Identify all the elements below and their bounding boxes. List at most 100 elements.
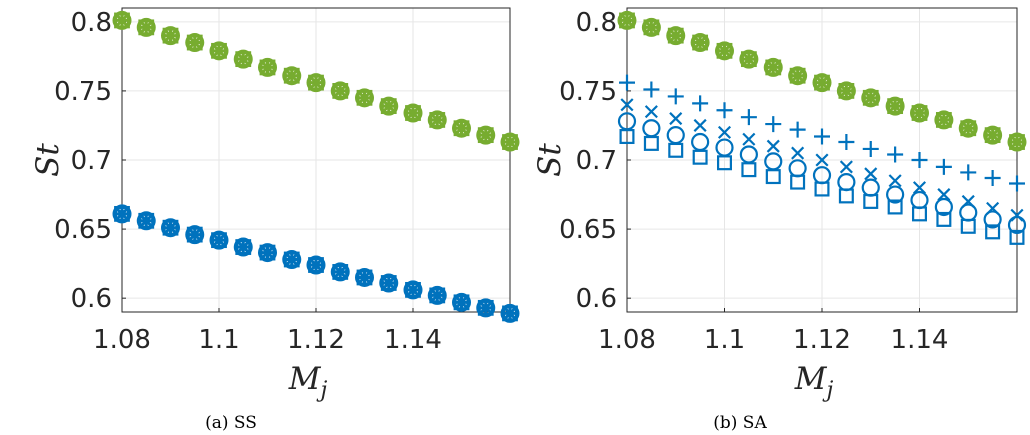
marker-circle [161, 218, 180, 238]
data-point [258, 243, 277, 263]
x-tick-label: 1.14 [384, 325, 442, 355]
marker-plus [643, 81, 660, 98]
panel-caption: (a) SS [205, 413, 257, 433]
marker-cross [669, 112, 683, 126]
y-tick-label: 0.8 [71, 8, 112, 38]
y-tick-label: 0.7 [576, 146, 617, 176]
marker-square [838, 188, 854, 204]
marker-square [162, 219, 179, 236]
marker-square [380, 98, 397, 115]
data-point [136, 211, 156, 231]
series-1 [619, 74, 1025, 192]
marker-circle [355, 88, 374, 108]
y-tick-label: 0.65 [559, 215, 617, 245]
data-point [960, 164, 977, 181]
x-tick-label: 1.14 [891, 325, 949, 355]
marker-circle [355, 267, 374, 287]
data-point [692, 149, 708, 165]
marker-cross [912, 181, 927, 195]
marker-square [114, 205, 130, 222]
data-point [937, 188, 951, 202]
marker-square [429, 112, 446, 128]
data-point [476, 298, 496, 318]
data-point [161, 26, 180, 46]
data-point [306, 255, 326, 275]
data-point [330, 262, 350, 282]
panel-b: 1.08 1.1 1.12 1.14 0.6 0.65 0.7 0.75 0.8 Mj St (b) … [532, 7, 1027, 433]
marker-cross [839, 84, 854, 98]
marker-circle [306, 255, 326, 275]
marker-square [405, 105, 421, 121]
marker-plus [692, 95, 709, 112]
marker-square [643, 135, 659, 151]
data-point [911, 206, 927, 222]
marker-square [259, 59, 276, 76]
marker-cross [309, 258, 323, 272]
marker-plus [935, 158, 952, 175]
x-tick-label: 1.08 [93, 325, 151, 355]
data-point [935, 158, 952, 175]
marker-cross [693, 118, 707, 132]
y-tick-label: 0.75 [559, 77, 617, 107]
data-point [282, 66, 302, 86]
data-point [838, 134, 855, 151]
marker-circle [476, 298, 496, 318]
marker-square [114, 12, 130, 29]
marker-circle [379, 96, 399, 116]
marker-square [984, 127, 1001, 144]
data-point [427, 110, 447, 130]
marker-square [477, 299, 494, 316]
marker-circle [788, 66, 808, 86]
series-0 [112, 10, 520, 152]
marker-circle [379, 273, 399, 293]
y-tick-label: 0.6 [576, 284, 617, 314]
marker-square [380, 275, 397, 291]
marker-circle [715, 41, 734, 61]
marker-cross [888, 174, 902, 188]
marker-cross [454, 295, 469, 310]
data-point [936, 211, 952, 227]
data-point [500, 303, 520, 323]
marker-cross [187, 227, 202, 242]
marker-square [960, 120, 977, 137]
marker-cross [406, 283, 420, 297]
marker-square [477, 127, 494, 144]
marker-plus [716, 102, 733, 119]
marker-circle [934, 110, 954, 130]
marker-square [741, 162, 757, 178]
data-point [258, 57, 277, 77]
data-point [667, 88, 684, 105]
marker-plus [838, 134, 855, 151]
marker-square [692, 34, 709, 51]
marker-plus [862, 140, 879, 157]
marker-cross [333, 265, 348, 279]
marker-cross [430, 113, 445, 127]
marker-circle [403, 103, 423, 123]
marker-cross [357, 90, 372, 105]
marker-circle [690, 33, 710, 53]
data-point [1009, 175, 1025, 192]
x-tick-label: 1.12 [287, 325, 345, 355]
data-point [233, 49, 253, 69]
y-axis-label: St [30, 143, 66, 177]
marker-circle [209, 230, 229, 250]
marker-cross [742, 132, 756, 146]
data-point [355, 88, 374, 108]
marker-circle [112, 204, 132, 224]
marker-circle [136, 17, 156, 37]
marker-cross [187, 35, 202, 50]
marker-circle [764, 152, 783, 171]
marker-circle [330, 262, 350, 282]
data-point [185, 33, 205, 53]
marker-square [405, 281, 421, 298]
marker-cross [260, 245, 275, 260]
data-point [839, 160, 853, 174]
marker-square [740, 51, 757, 68]
marker-circle [837, 173, 856, 192]
series-1 [112, 204, 520, 323]
data-point [693, 118, 707, 132]
data-point [812, 73, 832, 93]
marker-square [789, 67, 806, 84]
marker-circle [403, 280, 423, 300]
